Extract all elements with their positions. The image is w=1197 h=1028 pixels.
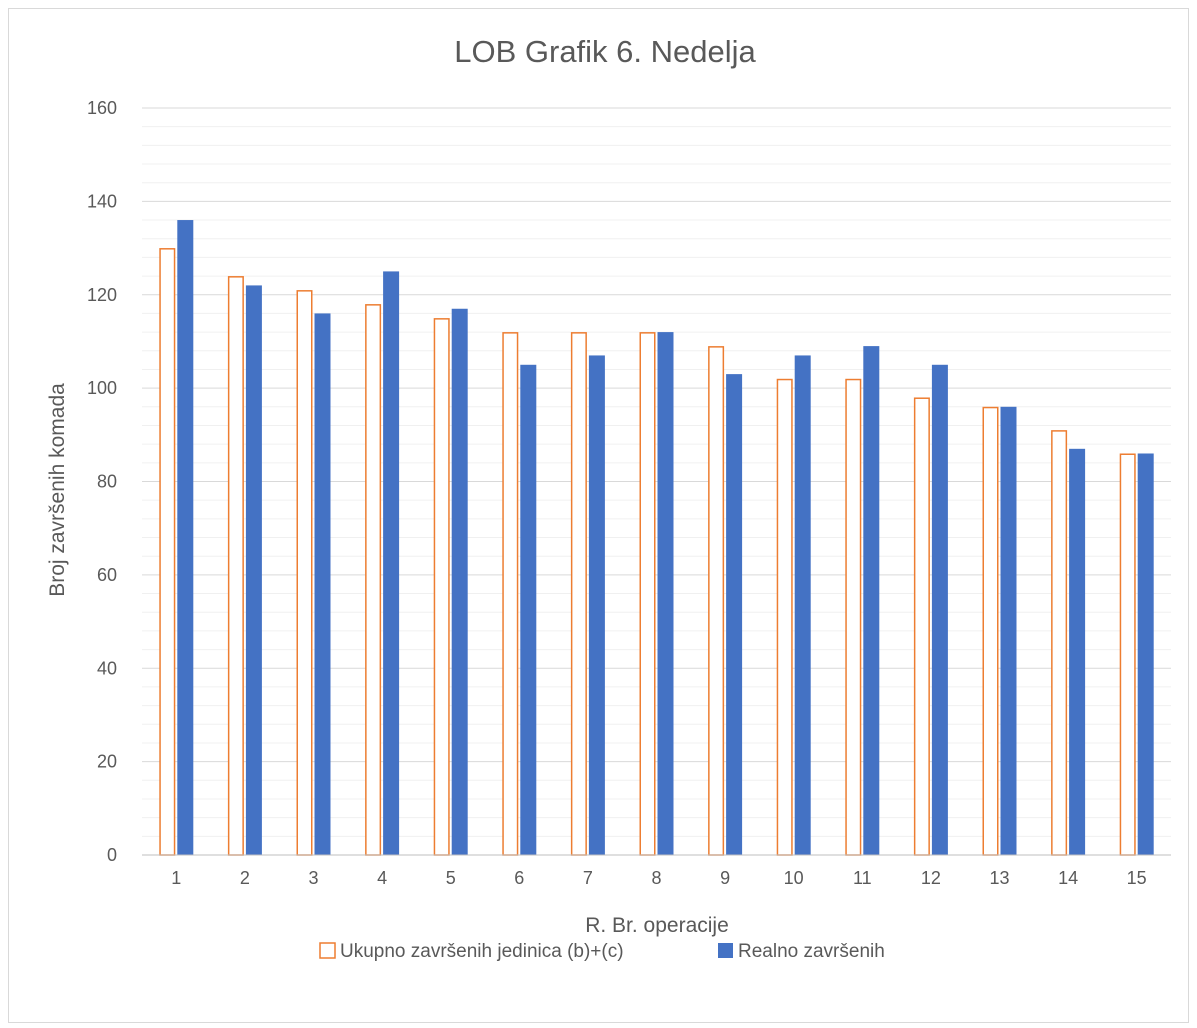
bar-ukupno xyxy=(365,304,382,856)
x-tick-label: 12 xyxy=(921,868,941,888)
bar-realno xyxy=(794,355,811,855)
bar-ukupno xyxy=(570,332,587,856)
bar-ukupno xyxy=(227,276,244,856)
x-tick-label: 3 xyxy=(308,868,318,888)
y-tick-label: 140 xyxy=(87,191,117,211)
y-tick-label: 60 xyxy=(97,565,117,585)
bar-ukupno xyxy=(159,248,176,856)
bar-realno xyxy=(931,364,948,855)
bar-realno xyxy=(863,346,880,855)
bar-realno xyxy=(1069,448,1086,855)
x-tick-label: 11 xyxy=(853,868,872,888)
x-tick-label: 15 xyxy=(1127,868,1147,888)
bar-realno xyxy=(383,271,400,855)
bar-realno xyxy=(177,220,194,856)
bar-ukupno xyxy=(913,397,930,856)
bar-realno xyxy=(451,308,468,856)
gridlines xyxy=(142,107,1171,856)
y-tick-label: 0 xyxy=(107,845,117,865)
bar-realno xyxy=(588,355,605,855)
x-tick-label: 5 xyxy=(446,868,456,888)
bar-realno xyxy=(1000,406,1017,855)
x-tick-label: 2 xyxy=(240,868,250,888)
y-tick-label: 100 xyxy=(87,378,117,398)
bar-realno xyxy=(657,332,674,856)
y-tick-label: 120 xyxy=(87,285,117,305)
legend: Ukupno završenih jedinica (b)+(c) Realno… xyxy=(319,941,885,962)
y-tick-label: 160 xyxy=(87,98,117,118)
legend-label-realno: Realno završenih xyxy=(738,941,885,962)
bar-realno xyxy=(726,374,743,855)
legend-swatch-realno xyxy=(718,943,733,958)
y-tick-label: 40 xyxy=(97,658,117,678)
bar-ukupno xyxy=(296,290,313,856)
bar-ukupno xyxy=(639,332,656,856)
bar-ukupno xyxy=(433,318,450,856)
bars xyxy=(159,220,1154,856)
x-tick-label: 7 xyxy=(583,868,593,888)
y-tick-label: 80 xyxy=(97,472,117,492)
bar-realno xyxy=(314,313,331,855)
bar-ukupno xyxy=(708,346,725,856)
chart-container: 0 20 40 60 80 100 120 140 160 1 2 3 4 5 6 7 8 9 10 11 12 13 14… xyxy=(8,8,1189,1023)
x-tick-label: 1 xyxy=(171,868,181,888)
y-tick-label: 20 xyxy=(97,752,117,772)
bar-ukupno xyxy=(982,406,999,856)
chart-title: LOB Grafik 6. Nedelja xyxy=(454,34,756,69)
x-tick-label: 14 xyxy=(1058,868,1078,888)
bar-ukupno xyxy=(1051,430,1068,856)
x-tick-label: 9 xyxy=(720,868,730,888)
legend-label-ukupno: Ukupno završenih jedinica (b)+(c) xyxy=(340,941,624,962)
x-tick-label: 13 xyxy=(989,868,1009,888)
bar-ukupno xyxy=(845,378,862,856)
x-tick-label: 4 xyxy=(377,868,387,888)
bar-realno xyxy=(520,364,537,855)
x-tick-label: 10 xyxy=(784,868,804,888)
legend-swatch-ukupno xyxy=(319,942,336,959)
bar-ukupno xyxy=(776,378,793,856)
bar-ukupno xyxy=(502,332,519,856)
x-tick-label: 6 xyxy=(514,868,524,888)
y-axis-title: Broj završenih komada xyxy=(46,383,69,597)
bar-realno xyxy=(245,285,262,856)
bar-realno xyxy=(1137,453,1154,855)
bar-ukupno xyxy=(1119,453,1136,856)
x-axis-title: R. Br. operacije xyxy=(585,914,729,937)
x-tick-label: 8 xyxy=(651,868,661,888)
